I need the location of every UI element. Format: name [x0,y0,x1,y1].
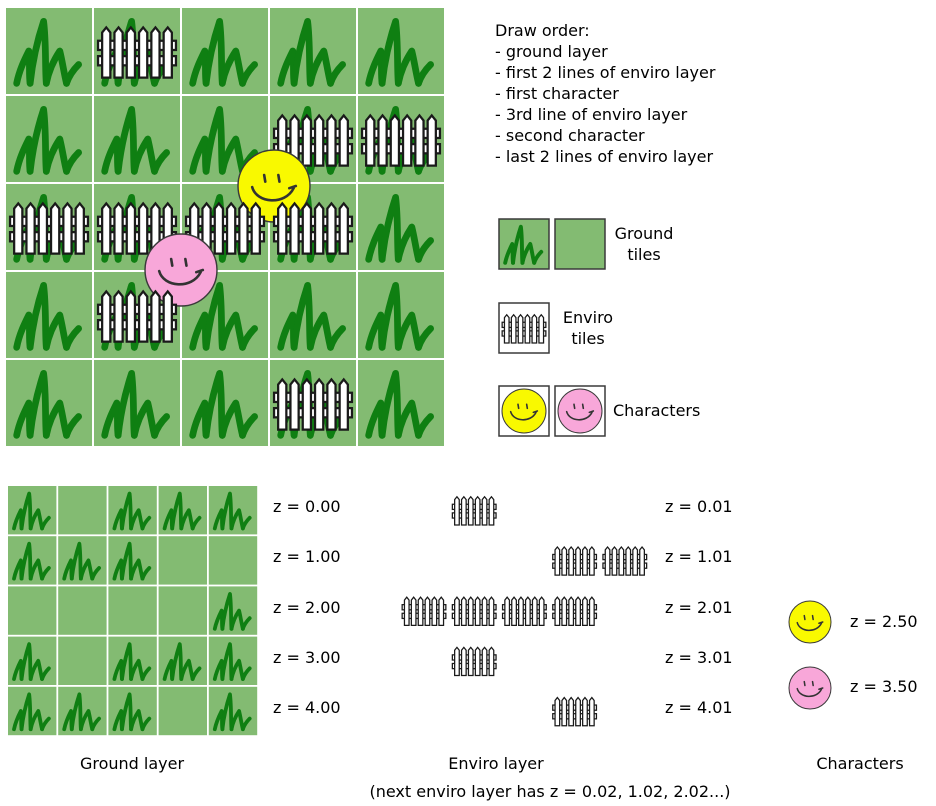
grass-tile [8,686,57,736]
ground-z-label: z = 3.00 [273,648,341,667]
fence-icon [552,546,598,576]
enviro-z-label: z = 0.01 [665,497,733,516]
grass-tile [94,96,180,182]
draw-order-step: - ground layer [495,42,608,61]
draw-order-step: - last 2 lines of enviro layer [495,147,714,166]
enviro-z-label: z = 3.01 [665,648,733,667]
legend-ground-label: tiles [627,245,661,264]
enviro-layer-note: (next enviro layer has z = 0.02, 1.02, 2… [369,782,731,801]
enviro-z-label: z = 1.01 [665,547,733,566]
grass-tile [182,8,268,94]
grass-tile [498,218,550,270]
grass-tile [8,486,57,535]
grass-tile [270,272,356,358]
fence-icon [501,596,547,627]
plain-ground-tile [208,536,258,585]
grass-tile [6,360,92,446]
draw-order-step: - first character [495,84,619,103]
legend-enviro-label: tiles [571,329,605,348]
grass-tile [158,636,207,685]
fence-icon [552,696,598,727]
characters-caption: Characters [816,754,904,773]
smiley-character [788,600,832,644]
plain-ground-tile [158,586,207,635]
grass-tile [208,586,258,635]
draw-order-title: Draw order: [495,21,590,40]
grass-tile [6,8,92,94]
legend-ground-label: Ground [614,224,674,243]
grass-tile [6,272,92,358]
ground-z-label: z = 4.00 [273,698,341,717]
fence-icon [451,596,497,627]
character-z-label: z = 3.50 [850,677,918,696]
legend-characters-label: Characters [613,401,701,420]
bottom-enviro-layer [401,496,648,727]
smiley-character [144,233,218,307]
grass-tile [358,272,444,358]
grass-tile [94,360,180,446]
plain-ground-tile [554,218,606,270]
character-z-label: z = 2.50 [850,612,918,631]
grass-tile [208,486,258,535]
plain-ground-tile [158,536,207,585]
plain-ground-tile [158,686,207,736]
grass-tile [8,636,57,685]
grass-tile [108,486,157,535]
legend-enviro-label: Enviro [562,308,614,327]
fence-icon [451,496,497,526]
enviro-z-label: z = 4.01 [665,698,733,717]
plain-ground-tile [8,586,57,635]
grass-tile [208,636,258,685]
ground-layer-caption: Ground layer [79,754,185,773]
grass-tile [358,8,444,94]
smiley-character [788,666,832,710]
grass-tile [182,360,268,446]
grass-tile [158,486,207,535]
bottom-ground-layer [7,485,259,737]
grass-tile [6,96,92,182]
ground-z-label: z = 0.00 [273,497,341,516]
ground-z-label: z = 1.00 [273,547,341,566]
grass-tile [208,686,258,736]
legend-icons [498,218,606,437]
bottom-characters [788,600,832,710]
plain-ground-tile [108,586,157,635]
grass-tile [270,8,356,94]
fence-icon [401,596,447,627]
grass-tile [108,686,157,736]
grass-tile [108,636,157,685]
enviro-z-label: z = 2.01 [665,598,733,617]
grass-tile [8,536,57,585]
smiley-character [501,388,547,434]
draw-order-step: - 3rd line of enviro layer [495,105,688,124]
enviro-layer-caption: Enviro layer [448,754,544,773]
smiley-character [557,388,603,434]
grass-tile [358,360,444,446]
fence-icon [552,596,598,627]
draw-order-step: - second character [495,126,645,145]
grass-tile [358,184,444,270]
fence-icon [451,646,497,677]
pink-character [144,233,218,307]
grass-tile [58,686,107,736]
ground-z-label: z = 2.00 [273,598,341,617]
plain-ground-tile [58,586,107,635]
plain-ground-tile [58,636,107,685]
draw-order-step: - first 2 lines of enviro layer [495,63,716,82]
fence-icon [602,546,648,576]
grass-tile [108,536,157,585]
plain-ground-tile [58,486,107,535]
grass-tile [58,536,107,585]
